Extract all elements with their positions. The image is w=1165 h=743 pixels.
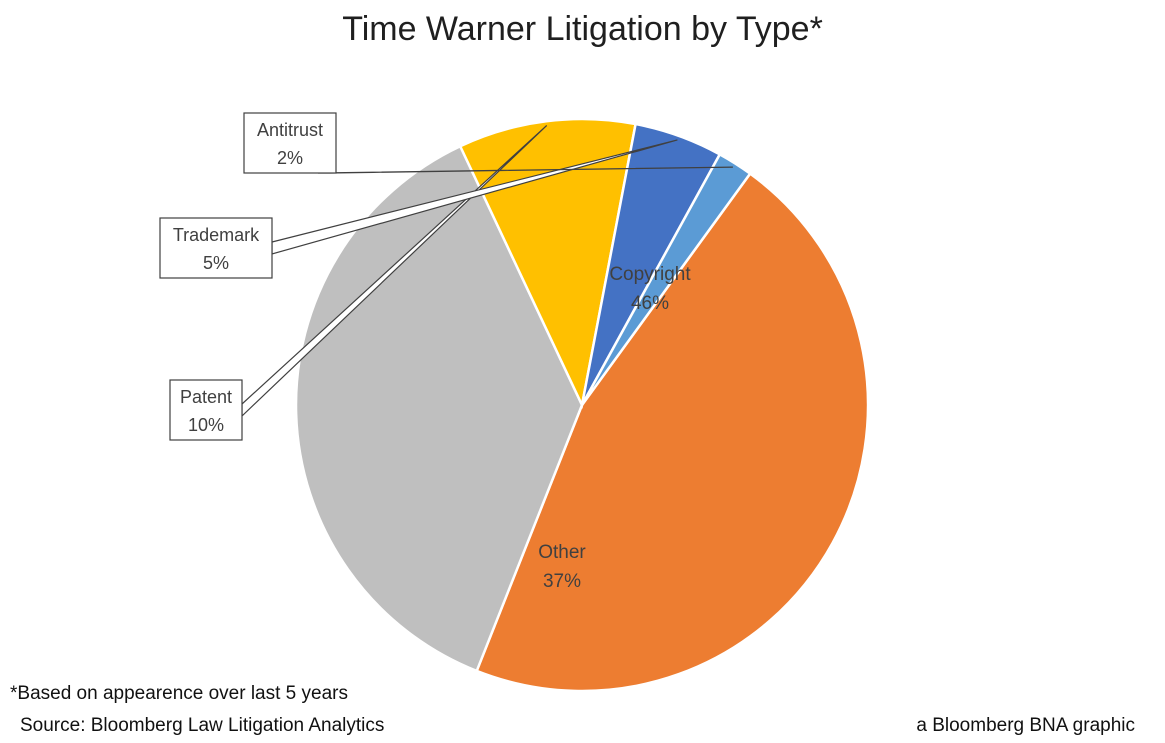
slice-label-trademark: Trademark 5%	[159, 139, 678, 279]
footnote-credit: a Bloomberg BNA graphic	[916, 715, 1135, 736]
pie-slice-other	[294, 144, 584, 673]
slice-value-trademark: 5%	[203, 253, 229, 273]
callout-box-antitrust	[243, 112, 337, 174]
slice-value-patent: 10%	[188, 415, 224, 435]
slice-name-patent: Patent	[180, 387, 232, 407]
pie-slice-antitrust	[580, 152, 752, 406]
slice-name-copyright: Copyright	[609, 264, 691, 285]
slice-name-antitrust: Antitrust	[257, 120, 323, 140]
slice-label-copyright: Copyright 46%	[609, 264, 691, 314]
slice-name-other: Other	[538, 542, 586, 563]
slice-label-antitrust: Antitrust 2%	[243, 112, 733, 174]
callout-box-trademark	[159, 217, 273, 279]
slice-value-other: 37%	[543, 571, 581, 592]
slice-value-copyright: 46%	[631, 293, 669, 314]
slice-value-antitrust: 2%	[277, 148, 303, 168]
chart-title: Time Warner Litigation by Type*	[342, 10, 823, 48]
footnote-based-on: *Based on appearence over last 5 years	[10, 683, 348, 704]
pie-slice-copyright	[475, 171, 870, 693]
slice-label-other: Other 37%	[538, 542, 586, 592]
callout-box-patent	[169, 379, 243, 441]
pie-slice-patent	[458, 117, 638, 410]
slice-label-patent: Patent 10%	[169, 125, 548, 441]
footnote-source: Source: Bloomberg Law Litigation Analyti…	[20, 715, 385, 736]
slice-name-trademark: Trademark	[173, 225, 260, 245]
